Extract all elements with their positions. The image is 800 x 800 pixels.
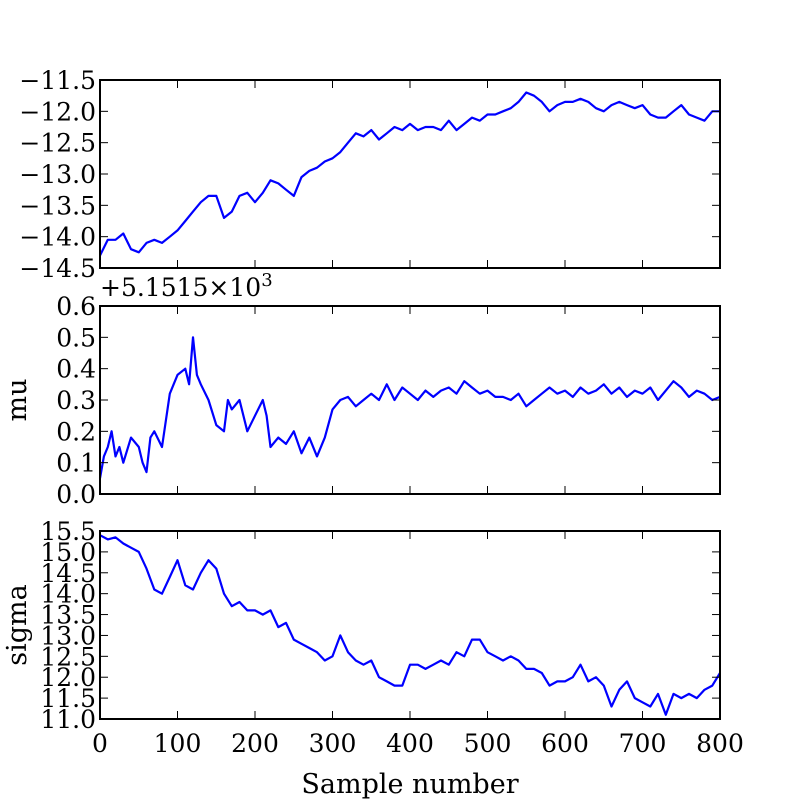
y-tick-label: 12.5: [40, 642, 96, 671]
y-tick-label: 14.5: [40, 559, 96, 588]
y-axis-label: mu: [2, 379, 33, 422]
x-tick-label: 800: [696, 729, 744, 758]
x-tick-label: 500: [464, 729, 512, 758]
y-tick-label: −12.5: [19, 129, 96, 158]
y-tick-label: 13.0: [40, 621, 96, 650]
x-axis-label: Sample number: [301, 769, 518, 800]
x-tick-label: 700: [619, 729, 667, 758]
y-tick-label: 11.5: [40, 684, 96, 713]
y-tick-label: 0.5: [56, 323, 96, 352]
y-tick-label: 12.0: [40, 663, 96, 692]
y-tick-label: −14.0: [19, 223, 96, 252]
y-tick-label: 13.5: [40, 601, 96, 630]
y-tick-label: −14.5: [19, 254, 96, 283]
x-tick-label: 300: [309, 729, 357, 758]
y-tick-label: −12.0: [19, 97, 96, 126]
series-line: [99, 534, 721, 716]
y-tick-label: 11.0: [40, 705, 96, 734]
x-tick-label: 600: [541, 729, 589, 758]
y-axis-label: sigma: [2, 584, 33, 665]
y-tick-label: 0.0: [56, 480, 96, 509]
y-tick-label: 0.3: [56, 386, 96, 415]
x-tick-label: 100: [154, 729, 202, 758]
top-panel: −11.5−12.0 −12.5−13.0−13.5 −14.0−14.5: [19, 66, 721, 283]
plot-frame: [99, 305, 721, 495]
y-tick-label: −11.5: [19, 66, 96, 95]
sigma-panel: 15.515.014.514.013.513.012.512.011.511.0…: [2, 517, 744, 800]
y-tick-label: 0.4: [56, 355, 96, 384]
y-tick-label: 0.2: [56, 417, 96, 446]
y-tick-label: −13.0: [19, 160, 96, 189]
y-tick-label: −13.5: [19, 191, 96, 220]
y-tick-label: 15.0: [40, 538, 96, 567]
y-tick-label: 0.6: [56, 292, 96, 321]
x-tick-label: 400: [386, 729, 434, 758]
y-tick-label: 0.1: [56, 449, 96, 478]
mu-panel: 0.60.5 0.40.30.2 0.10.0 mu +5.1515×103: [2, 270, 721, 509]
x-tick-label: 200: [231, 729, 279, 758]
plot-frame: [99, 530, 721, 720]
plot-frame: [99, 79, 721, 269]
x-tick-label: 0: [92, 729, 108, 758]
series-line: [98, 336, 721, 479]
offset-label: +5.1515×103: [100, 270, 273, 302]
series-line: [99, 91, 720, 256]
y-tick-label: 14.0: [40, 580, 96, 609]
y-tick-label: 15.5: [40, 517, 96, 546]
